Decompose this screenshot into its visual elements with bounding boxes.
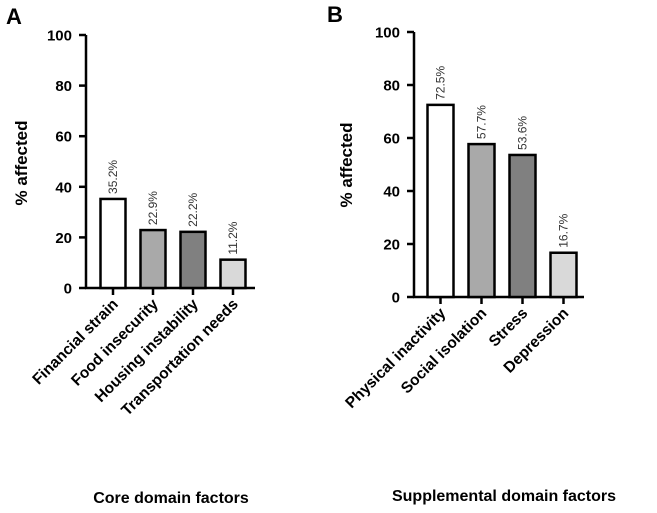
bar-housing-instability bbox=[179, 230, 207, 290]
panel-b-x-axis-title: Supplemental domain factors bbox=[392, 488, 616, 505]
y-tick-label: 60 bbox=[55, 129, 72, 146]
data-label: 57.7% bbox=[475, 105, 489, 139]
bar-food-insecurity bbox=[139, 228, 167, 290]
bar-depression bbox=[549, 251, 578, 299]
y-tick-label: 40 bbox=[55, 179, 72, 196]
data-label: 53.6% bbox=[516, 116, 530, 150]
panel-a-x-axis-title: Core domain factors bbox=[93, 490, 249, 507]
y-tick-label: 60 bbox=[383, 131, 400, 148]
y-tick-label: 0 bbox=[64, 281, 72, 298]
bar-financial-strain bbox=[99, 197, 127, 290]
y-tick-label: 100 bbox=[47, 28, 72, 45]
data-label: 11.2% bbox=[226, 221, 240, 254]
bar-stress bbox=[508, 153, 537, 299]
data-label: 22.2% bbox=[186, 192, 200, 226]
data-label: 16.7% bbox=[557, 213, 571, 247]
panel-a-letter: A bbox=[6, 4, 22, 29]
data-label: 72.5% bbox=[434, 66, 448, 100]
panel-a: A % affected 02040608010035.2%Financial … bbox=[6, 4, 255, 507]
y-tick-label: 80 bbox=[383, 78, 400, 95]
y-tick-label: 20 bbox=[55, 230, 72, 247]
bar-physical-inactivity bbox=[426, 103, 455, 299]
y-tick-label: 20 bbox=[383, 237, 400, 254]
y-tick-label: 0 bbox=[392, 290, 400, 307]
bar-social-isolation bbox=[467, 142, 496, 299]
y-tick-label: 40 bbox=[383, 184, 400, 201]
bar-transportation-needs bbox=[219, 258, 247, 290]
data-label: 35.2% bbox=[106, 160, 120, 194]
y-tick-label: 80 bbox=[55, 78, 72, 95]
data-label: 22.9% bbox=[146, 191, 160, 225]
y-tick-label: 100 bbox=[375, 25, 400, 42]
panel-b-letter: B bbox=[327, 2, 343, 27]
panel-b-y-axis-label: % affected bbox=[337, 122, 356, 207]
panel-a-y-axis-label: % affected bbox=[12, 120, 31, 205]
